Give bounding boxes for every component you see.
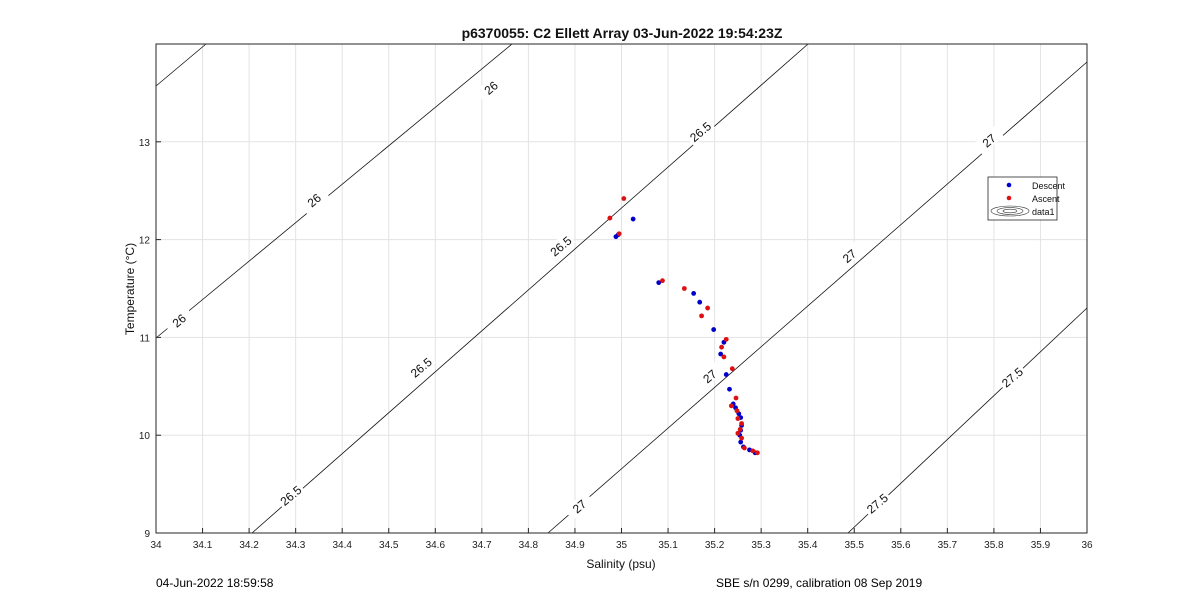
y-axis-label: Temperature (°C) (123, 243, 137, 335)
x-tick-label: 34.3 (286, 540, 306, 551)
x-axis-label: Salinity (psu) (586, 557, 655, 571)
x-tick-label: 35.8 (984, 540, 1004, 551)
x-tick-label: 34.8 (519, 540, 539, 551)
point-ascent (741, 445, 747, 451)
point-ascent (699, 313, 704, 319)
footer-timestamp: 04-Jun-2022 18:59:58 (156, 576, 274, 590)
point-ascent (755, 450, 760, 456)
legend-marker-ascent (1006, 195, 1012, 201)
legend-entry-data1: data1 (1032, 207, 1055, 217)
x-tick-label: 35.7 (938, 540, 958, 551)
grid (155, 44, 1088, 534)
point-descent (738, 439, 744, 445)
x-tick-label: 35.4 (798, 540, 818, 551)
contour-label-bg (298, 185, 329, 215)
y-tick-label: 11 (140, 333, 151, 344)
x-tick-label: 34.9 (565, 540, 585, 551)
y-tick-label: 13 (139, 138, 151, 149)
legend-entry-descent: Descent (1032, 181, 1066, 191)
point-ascent (616, 231, 622, 237)
point-ascent (729, 366, 735, 372)
point-ascent (621, 196, 627, 201)
point-ascent (735, 416, 741, 421)
point-ascent (660, 278, 665, 284)
point-ascent (681, 286, 687, 291)
point-descent (697, 299, 703, 305)
x-tick-label: 35.3 (751, 540, 771, 551)
point-descent (630, 216, 636, 222)
contour-label-bg (563, 491, 595, 521)
contour-label-bg (545, 231, 576, 261)
point-descent (718, 351, 724, 357)
x-tick-label: 34.7 (472, 540, 492, 551)
point-descent (727, 386, 732, 392)
y-tick-label: 10 (139, 431, 151, 442)
x-tick-label: 34.2 (239, 540, 259, 551)
x-tick-label: 35.9 (1031, 540, 1051, 551)
point-ascent (733, 395, 739, 401)
y-tick-label: 12 (139, 236, 151, 247)
point-ascent (750, 448, 756, 454)
contour-line (155, 43, 207, 87)
contour-label-bg (973, 125, 1004, 155)
x-tick-label: 35.1 (658, 540, 678, 551)
point-ascent (739, 435, 744, 441)
contour-label-bg (405, 352, 436, 382)
y-axis-ticks: 9 10 11 12 13 (139, 138, 161, 540)
x-tick-label: 34.6 (426, 540, 446, 551)
footer-calibration: SBE s/n 0299, calibration 08 Sep 2019 (716, 576, 923, 590)
legend-marker-descent (1006, 182, 1012, 188)
point-descent (656, 280, 662, 286)
point-descent (723, 372, 729, 377)
contour-label-bg (275, 480, 306, 510)
point-descent (691, 290, 697, 296)
contour-line (155, 43, 513, 339)
x-tick-label: 35.5 (845, 540, 865, 551)
contour-line (547, 61, 1088, 534)
point-ascent (723, 336, 729, 342)
point-ascent (721, 354, 727, 360)
point-ascent (737, 426, 743, 432)
x-tick-label: 36 (1081, 540, 1093, 551)
point-ascent (734, 408, 740, 414)
x-tick-label: 34 (150, 540, 162, 551)
point-descent (711, 327, 717, 332)
data-points (607, 196, 760, 456)
point-descent (613, 234, 619, 240)
point-ascent (607, 215, 613, 221)
x-tick-label: 34.5 (379, 540, 399, 551)
x-axis-ticks: 34 34.1 34.2 34.3 34.4 34.5 34.6 34.7 34.8 34.9 35… (150, 528, 1093, 551)
contour-label-bg (694, 361, 725, 391)
legend-contour-icon (990, 205, 1030, 217)
point-ascent (719, 344, 724, 350)
chart-title: p6370055: C2 Ellett Array 03-Jun-2022 19… (462, 25, 783, 41)
contour-label-bg (475, 72, 506, 102)
point-ascent (705, 305, 711, 311)
contour-line (251, 43, 809, 534)
x-tick-label: 35.6 (891, 540, 911, 551)
contour-label-bg (996, 362, 1028, 392)
x-tick-label: 35 (616, 540, 628, 551)
point-ascent (728, 403, 734, 409)
legend-entry-ascent: Ascent (1032, 194, 1060, 204)
contour-label-bg (163, 305, 194, 335)
x-tick-label: 34.1 (193, 540, 213, 551)
contour-label-bg (833, 241, 865, 270)
x-tick-label: 35.2 (705, 540, 725, 551)
y-tick-label: 9 (144, 529, 150, 540)
contour-label-bg (684, 116, 716, 146)
contour-label-bg (861, 488, 893, 518)
point-ascent (739, 421, 744, 426)
point-ascent (735, 430, 741, 436)
x-tick-label: 34.4 (332, 540, 352, 551)
legend: Descent Ascent data1 (987, 176, 1066, 221)
